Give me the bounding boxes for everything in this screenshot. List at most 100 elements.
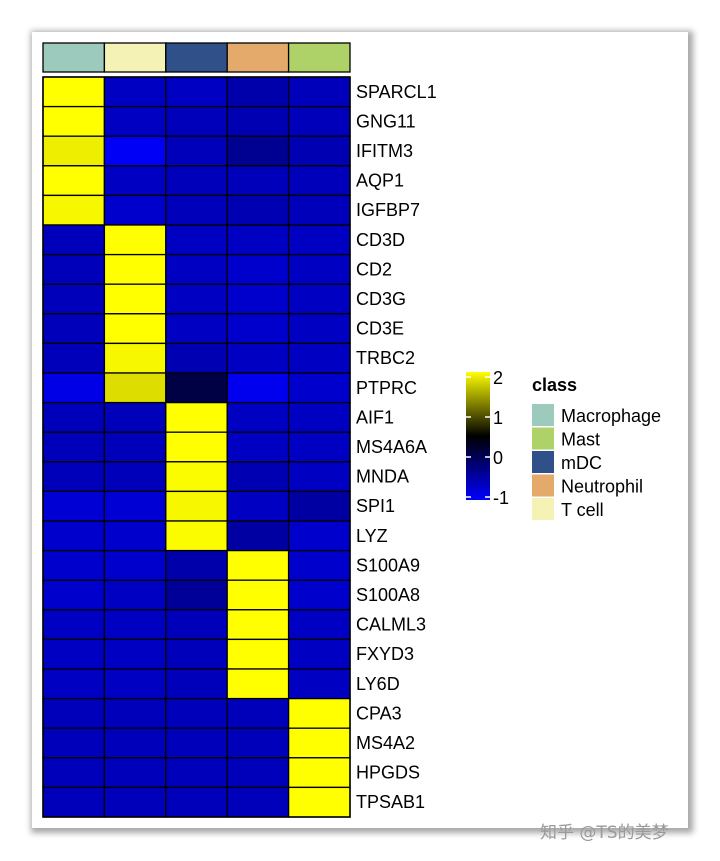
heatmap-cell (103, 431, 167, 463)
heatmap-cell (165, 609, 228, 641)
heatmap-cell (226, 757, 290, 789)
annotation-cell-t-cell (103, 42, 167, 73)
row-label: AQP1 (356, 171, 404, 191)
heatmap-cell (226, 461, 290, 493)
heatmap-cell (103, 372, 167, 404)
heatmap-cell (287, 372, 351, 404)
heatmap-cell (103, 697, 167, 729)
heatmap-cell (103, 757, 167, 789)
row-label: MS4A2 (356, 733, 415, 753)
row-label: S100A8 (356, 585, 420, 605)
row-label: SPI1 (356, 496, 395, 516)
heatmap-cell (165, 283, 228, 315)
legend-swatch (532, 474, 554, 497)
heatmap-cell (42, 697, 106, 729)
annotation-cell-macrophage (42, 42, 106, 73)
heatmap-cell (103, 342, 167, 374)
heatmap-cell (165, 520, 228, 552)
heatmap-cell (165, 757, 228, 789)
row-label: MNDA (356, 467, 409, 487)
heatmap-cell (165, 76, 228, 108)
heatmap-cell (226, 224, 290, 256)
heatmap-cell (103, 401, 167, 433)
heatmap-cell (103, 105, 167, 137)
heatmap-cell (103, 76, 167, 108)
heatmap-cell (226, 401, 290, 433)
heatmap-cell (42, 135, 106, 167)
row-label: CD3E (356, 319, 404, 339)
row-label: CALML3 (356, 615, 426, 635)
row-label: IGFBP7 (356, 200, 420, 220)
heatmap-cell (165, 105, 228, 137)
heatmap-cell (165, 401, 228, 433)
row-label: TRBC2 (356, 348, 415, 368)
heatmap-cell (287, 520, 351, 552)
heatmap-cell (42, 609, 106, 641)
heatmap-cell (165, 224, 228, 256)
row-label: MS4A6A (356, 437, 427, 457)
heatmap-cell (165, 165, 228, 197)
heatmap-cell (226, 609, 290, 641)
heatmap-cell (165, 668, 228, 700)
heatmap-cell (103, 668, 167, 700)
heatmap-cell (103, 165, 167, 197)
heatmap-cell (103, 224, 167, 256)
row-label: CD3D (356, 230, 405, 250)
heatmap-cell (103, 283, 167, 315)
heatmap-cell (165, 194, 228, 226)
heatmap-cell (42, 638, 106, 670)
heatmap-cell (42, 668, 106, 700)
heatmap-cell (42, 105, 106, 137)
heatmap-cell (165, 786, 228, 818)
heatmap-cell (165, 490, 228, 522)
heatmap-cell (226, 194, 290, 226)
row-label: CD2 (356, 259, 392, 279)
annotation-cell-mast (287, 42, 351, 73)
heatmap-cell (42, 786, 106, 818)
legend-swatch (532, 451, 554, 473)
heatmap-cell (287, 313, 351, 345)
row-label: SPARCL1 (356, 82, 437, 102)
heatmap-cell (287, 105, 351, 137)
heatmap-cell (165, 253, 228, 285)
heatmap-cell (103, 638, 167, 670)
heatmap-cell (226, 727, 290, 759)
legend-swatch (532, 427, 554, 450)
heatmap-cell (103, 520, 167, 552)
heatmap-cell (226, 283, 290, 315)
heatmap-cell (103, 786, 167, 818)
heatmap-cell (42, 194, 106, 226)
heatmap-cell (103, 313, 167, 345)
color-bar-tick-label: 0 (493, 448, 503, 468)
heatmap-cell (103, 549, 167, 581)
annotation-cell-neutrophil (226, 42, 290, 73)
heatmap-cell (287, 342, 351, 374)
heatmap-border (42, 76, 351, 818)
row-label: LY6D (356, 674, 400, 694)
heatmap-cell (226, 490, 290, 522)
heatmap-cell (42, 727, 106, 759)
heatmap-cell (287, 431, 351, 463)
heatmap-cell (42, 342, 106, 374)
row-label: AIF1 (356, 407, 394, 427)
heatmap-cell (287, 727, 351, 759)
heatmap-cell (165, 579, 228, 611)
heatmap-cell (226, 372, 290, 404)
heatmap-cell (42, 313, 106, 345)
row-label: CPA3 (356, 703, 402, 723)
heatmap-cell (103, 135, 167, 167)
heatmap-cell (226, 520, 290, 552)
heatmap-cell (226, 76, 290, 108)
heatmap-cell (287, 490, 351, 522)
heatmap-cell (103, 609, 167, 641)
heatmap-cell (42, 757, 106, 789)
heatmap-cell (287, 461, 351, 493)
heatmap-cell (226, 313, 290, 345)
heatmap-cell (226, 165, 290, 197)
heatmap-cell (287, 638, 351, 670)
heatmap-cell (165, 135, 228, 167)
heatmap-cell (42, 579, 106, 611)
heatmap-cell (226, 135, 290, 167)
heatmap-cell (103, 727, 167, 759)
heatmap-cell (42, 520, 106, 552)
